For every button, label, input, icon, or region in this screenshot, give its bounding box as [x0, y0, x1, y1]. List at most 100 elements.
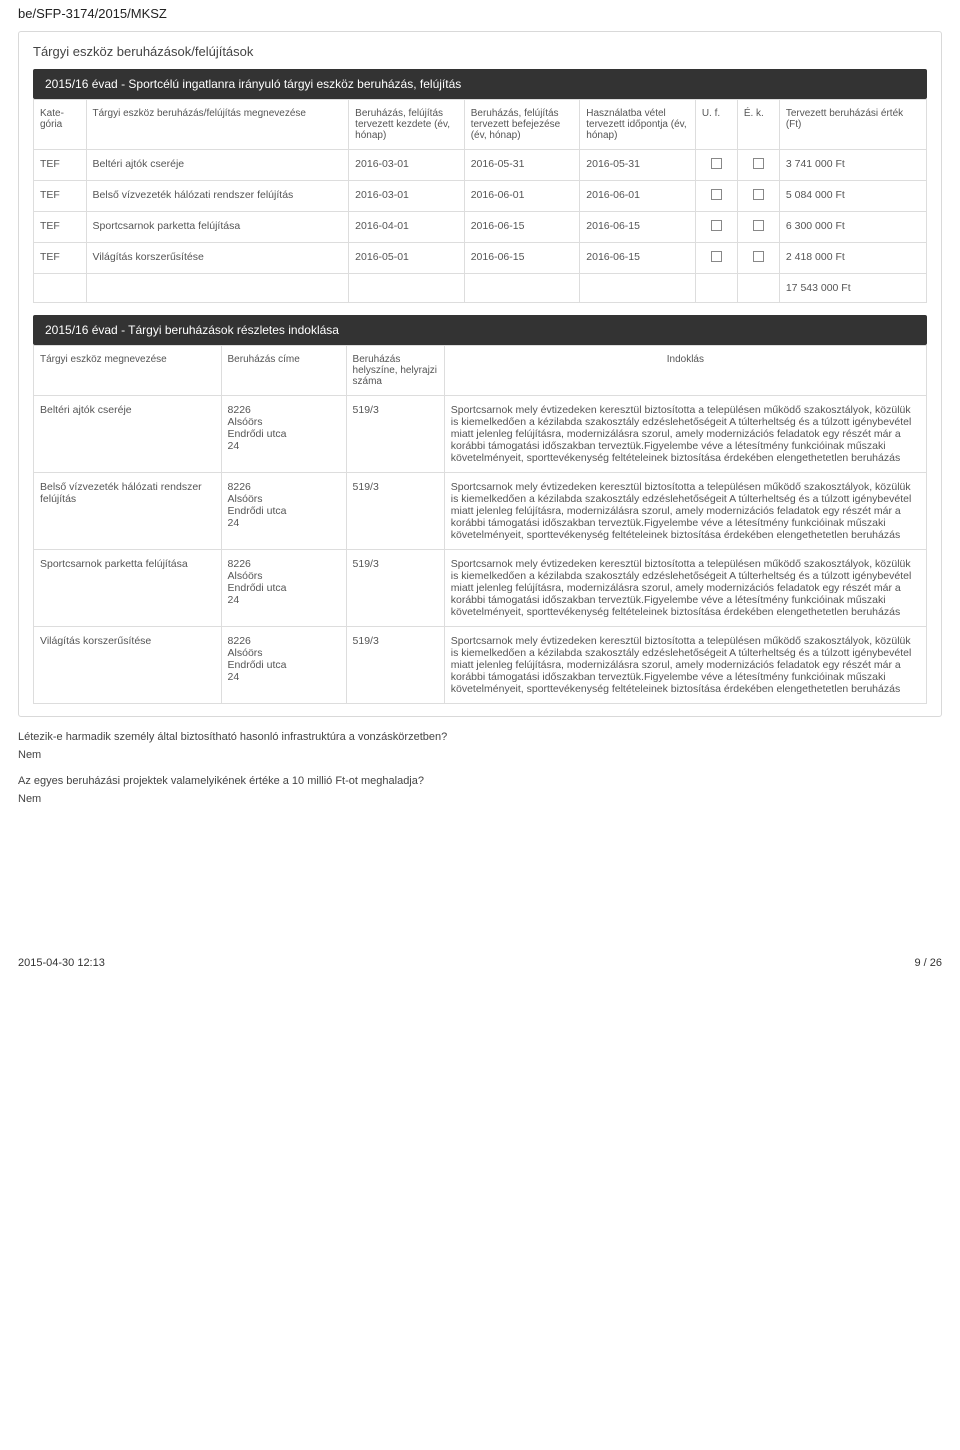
value-cell: 6 300 000 Ft [779, 212, 926, 243]
value-cell: 2 418 000 Ft [779, 243, 926, 274]
value-cell: 5 084 000 Ft [779, 181, 926, 212]
value-cell: 3 741 000 Ft [779, 150, 926, 181]
footer-date: 2015-04-30 12:13 [18, 957, 105, 969]
justification-cell: Sportcsarnok mely évtizedeken keresztül … [444, 473, 926, 550]
address-line: 24 [228, 671, 340, 683]
address-line: 24 [228, 440, 340, 452]
checkbox-icon[interactable] [711, 189, 722, 200]
table-cell: 2016-05-01 [349, 243, 465, 274]
address-line: 8226 [228, 481, 340, 493]
address-line: Endrődi utca [228, 582, 340, 594]
checkbox-cell [695, 212, 737, 243]
address-line: 8226 [228, 404, 340, 416]
question-1: Létezik-e harmadik személy által biztosí… [18, 731, 942, 743]
table-cell: TEF [34, 150, 87, 181]
address-line: Endrődi utca [228, 659, 340, 671]
address-line: Alsóörs [228, 416, 340, 428]
address-line: 24 [228, 517, 340, 529]
address-line: Alsóörs [228, 493, 340, 505]
address-line: 8226 [228, 635, 340, 647]
table-cell: 2016-03-01 [349, 181, 465, 212]
table-cell: 2016-06-15 [580, 243, 696, 274]
table-cell: Világítás korszerűsítése [86, 243, 349, 274]
hrsz-cell: 519/3 [346, 473, 444, 550]
col-category: Kate-gória [34, 100, 87, 150]
total-value: 17 543 000 Ft [779, 274, 926, 303]
table-row: TEFSportcsarnok parketta felújítása2016-… [34, 212, 927, 243]
table-cell: 2016-06-15 [580, 212, 696, 243]
section-header-1: 2015/16 évad - Sportcélú ingatlanra irán… [33, 69, 927, 99]
table-cell: 2016-06-15 [464, 212, 580, 243]
main-card: Tárgyi eszköz beruházások/felújítások 20… [18, 31, 942, 717]
table-cell: 2016-06-01 [580, 181, 696, 212]
question-2: Az egyes beruházási projektek valamelyik… [18, 775, 942, 787]
table-cell: Sportcsarnok parketta felújítása [86, 212, 349, 243]
col-justification: Indoklás [444, 346, 926, 396]
col-hrsz: Beruházás helyszíne, helyrajzi száma [346, 346, 444, 396]
asset-name-cell: Beltéri ajtók cseréje [34, 396, 222, 473]
justification-cell: Sportcsarnok mely évtizedeken keresztül … [444, 396, 926, 473]
col-uf: U. f. [695, 100, 737, 150]
table-cell: TEF [34, 243, 87, 274]
answer-2: Nem [18, 793, 942, 805]
checkbox-cell [737, 212, 779, 243]
address-line: Alsóörs [228, 570, 340, 582]
table-cell: TEF [34, 181, 87, 212]
hrsz-cell: 519/3 [346, 627, 444, 704]
col-name: Tárgyi eszköz beruházás/felújítás megnev… [86, 100, 349, 150]
table-cell: 2016-03-01 [349, 150, 465, 181]
asset-name-cell: Világítás korszerűsítése [34, 627, 222, 704]
table-row: Belső vízvezeték hálózati rendszer felúj… [34, 473, 927, 550]
table-cell [349, 274, 465, 303]
justification-table: Tárgyi eszköz megnevezése Beruházás címe… [33, 345, 927, 704]
address-line: 8226 [228, 558, 340, 570]
checkbox-cell [737, 150, 779, 181]
hrsz-cell: 519/3 [346, 396, 444, 473]
table-row: TEFBeltéri ajtók cseréje2016-03-01 2016-0… [34, 150, 927, 181]
table-cell [34, 274, 87, 303]
footer-page: 9 / 26 [914, 957, 942, 969]
justification-cell: Sportcsarnok mely évtizedeken keresztül … [444, 627, 926, 704]
col-use: Használatba vétel tervezett időpontja (é… [580, 100, 696, 150]
address-cell: 8226AlsóörsEndrődi utca24 [221, 396, 346, 473]
checkbox-icon[interactable] [753, 220, 764, 231]
asset-name-cell: Sportcsarnok parketta felújítása [34, 550, 222, 627]
checkbox-cell [737, 181, 779, 212]
address-line: Alsóörs [228, 647, 340, 659]
asset-name-cell: Belső vízvezeték hálózati rendszer felúj… [34, 473, 222, 550]
table-cell: Beltéri ajtók cseréje [86, 150, 349, 181]
col-end: Beruházás, felújítás tervezett befejezés… [464, 100, 580, 150]
table-row: TEFBelső vízvezeték hálózati rendszer fe… [34, 181, 927, 212]
table-row: Világítás korszerűsítése 8226AlsóörsEndrő… [34, 627, 927, 704]
table-cell [580, 274, 696, 303]
section-header-2: 2015/16 évad - Tárgyi beruházások részle… [33, 315, 927, 345]
col-address: Beruházás címe [221, 346, 346, 396]
col-ek: É. k. [737, 100, 779, 150]
checkbox-cell [695, 150, 737, 181]
investment-table: Kate-gória Tárgyi eszköz beruházás/felúj… [33, 99, 927, 303]
checkbox-cell [737, 243, 779, 274]
checkbox-icon[interactable] [711, 220, 722, 231]
table-cell: TEF [34, 212, 87, 243]
table-cell: 2016-05-31 [580, 150, 696, 181]
address-line: Endrődi utca [228, 505, 340, 517]
address-cell: 8226AlsóörsEndrődi utca24 [221, 550, 346, 627]
checkbox-cell [695, 243, 737, 274]
checkbox-icon[interactable] [711, 158, 722, 169]
card-title: Tárgyi eszköz beruházások/felújítások [33, 44, 927, 59]
document-id: be/SFP-3174/2015/MKSZ [18, 0, 942, 31]
table-cell [86, 274, 349, 303]
checkbox-icon[interactable] [753, 251, 764, 262]
table-cell: 2016-06-01 [464, 181, 580, 212]
answer-1: Nem [18, 749, 942, 761]
table-cell [695, 274, 737, 303]
page-footer: 2015-04-30 12:13 9 / 26 [18, 817, 942, 981]
checkbox-icon[interactable] [753, 158, 764, 169]
table-cell: 2016-06-15 [464, 243, 580, 274]
checkbox-icon[interactable] [753, 189, 764, 200]
table-cell [464, 274, 580, 303]
table-cell: 2016-04-01 [349, 212, 465, 243]
col-asset-name: Tárgyi eszköz megnevezése [34, 346, 222, 396]
checkbox-icon[interactable] [711, 251, 722, 262]
table-row: Sportcsarnok parketta felújítása8226Alsó… [34, 550, 927, 627]
